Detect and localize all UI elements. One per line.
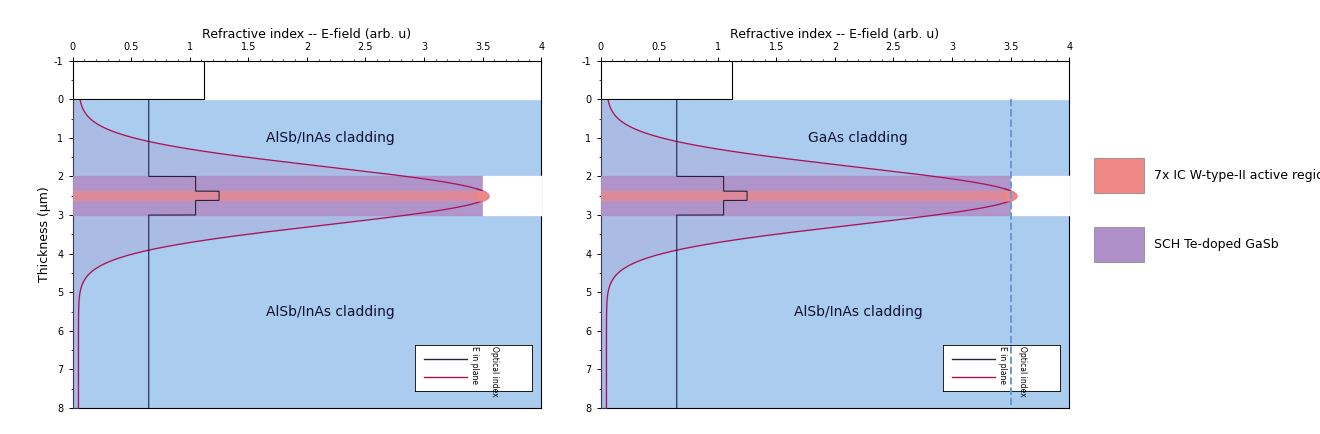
Bar [73, 61, 203, 99]
Text: AlSb/InAs cladding: AlSb/InAs cladding [793, 305, 923, 319]
FancyBboxPatch shape [1093, 227, 1144, 262]
Text: SCH Te-doped GaSb: SCH Te-doped GaSb [1154, 238, 1278, 251]
Title: Refractive index -- E-field (arb. u): Refractive index -- E-field (arb. u) [730, 28, 940, 40]
Text: AlSb/InAs cladding: AlSb/InAs cladding [265, 305, 395, 319]
Title: Refractive index -- E-field (arb. u): Refractive index -- E-field (arb. u) [202, 28, 412, 40]
Text: AlSb/InAs cladding: AlSb/InAs cladding [265, 131, 395, 145]
Y-axis label: Thickness (μm): Thickness (μm) [38, 187, 51, 282]
Text: 7x IC W-type-II active region: 7x IC W-type-II active region [1154, 169, 1320, 182]
Text: GaAs cladding: GaAs cladding [808, 131, 908, 145]
Bar [601, 61, 731, 99]
FancyBboxPatch shape [1093, 158, 1144, 193]
